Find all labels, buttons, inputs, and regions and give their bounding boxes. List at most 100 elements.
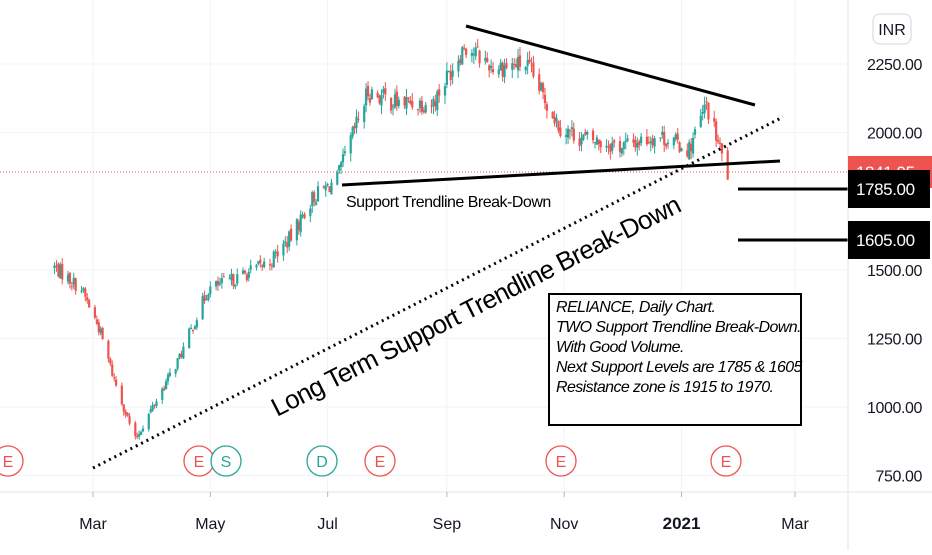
candle-body <box>526 60 529 66</box>
candle-body <box>205 299 208 301</box>
candle-body <box>72 277 75 285</box>
candle-body <box>288 231 291 247</box>
annotation-line: Resistance zone is 1915 to 1970. <box>556 379 774 396</box>
candle-body <box>447 70 450 72</box>
candle-body <box>286 242 289 248</box>
candle-body <box>488 65 491 71</box>
candle-body <box>234 285 237 287</box>
candle-body <box>284 241 287 244</box>
candle-body <box>178 354 181 359</box>
candle-body <box>674 134 677 140</box>
currency-badge[interactable]: INR <box>872 13 912 45</box>
candle-body <box>328 186 331 193</box>
candle-body <box>530 64 533 66</box>
event-marker-letter: D <box>316 454 328 471</box>
candle-body <box>624 140 627 143</box>
event-marker-letter: E <box>375 454 386 471</box>
candle-body <box>690 143 693 152</box>
event-marker-letter: E <box>721 454 732 471</box>
candle-body <box>114 379 118 386</box>
candle-body <box>651 138 654 146</box>
candle-body <box>164 381 168 390</box>
candle-body <box>295 219 298 241</box>
candle-body <box>541 83 545 93</box>
event-marker[interactable]: D <box>306 445 338 477</box>
candle-body <box>151 405 154 411</box>
candle-body <box>276 251 279 257</box>
candle-body <box>311 192 314 206</box>
event-marker[interactable]: E <box>183 445 215 477</box>
candle-body <box>597 139 600 145</box>
candle-body <box>459 58 462 63</box>
event-marker[interactable]: E <box>545 445 577 477</box>
candle-body <box>176 358 179 369</box>
support-trendline-label: Support Trendline Break-Down <box>346 194 551 211</box>
candle-body <box>297 221 300 231</box>
event-marker[interactable]: S <box>210 445 242 477</box>
candle-body <box>445 70 448 85</box>
candle-body <box>163 388 166 391</box>
candle-body <box>555 117 558 121</box>
candle-body <box>405 97 408 109</box>
candle-body <box>365 88 368 106</box>
candle-body <box>678 142 681 152</box>
candle-body <box>472 54 475 56</box>
candle-body <box>680 148 683 152</box>
candle-body <box>261 265 264 267</box>
candle-body <box>128 416 131 424</box>
candle-body <box>303 214 306 219</box>
candle-body <box>626 138 629 141</box>
event-marker-circle <box>710 445 742 477</box>
candle-body <box>718 142 722 144</box>
currency-label: INR <box>878 22 906 39</box>
candle-body <box>524 66 527 71</box>
candle-body <box>74 278 77 291</box>
candle-body <box>272 251 275 268</box>
candle-body <box>457 60 460 72</box>
candle-body <box>195 320 198 328</box>
candle-body <box>274 252 277 254</box>
event-marker-letter: E <box>194 454 205 471</box>
candle-body <box>703 104 706 113</box>
candle-body <box>486 57 489 63</box>
candle-body <box>391 106 395 108</box>
candle-body <box>605 145 608 148</box>
candle-body <box>355 116 358 128</box>
candle-body <box>84 288 87 297</box>
candle-body <box>609 144 612 152</box>
candle-body <box>222 276 225 278</box>
candle-body <box>449 71 452 80</box>
candle-body <box>245 274 248 281</box>
support-level-tag-bg <box>848 170 930 208</box>
candle-body <box>378 95 381 104</box>
candle-body <box>501 62 504 77</box>
candle-body <box>88 300 91 308</box>
support-level-tag-bg <box>848 221 930 259</box>
currency-badge-frame <box>872 13 912 45</box>
candle-body <box>55 265 58 267</box>
candle-body <box>688 142 691 160</box>
event-marker[interactable]: E <box>364 445 396 477</box>
candle-body <box>532 62 535 77</box>
candle-body <box>153 404 156 406</box>
x-tick-label: Sep <box>433 516 462 533</box>
candle-body <box>182 346 185 359</box>
y-tick-label: 2000.00 <box>867 126 923 143</box>
candle-body <box>126 413 129 416</box>
candle-body <box>390 97 393 111</box>
candle-body <box>618 141 622 152</box>
candle-body <box>693 129 697 135</box>
x-tick-label: Jul <box>317 516 337 533</box>
candle-body <box>505 62 508 68</box>
candle-body <box>209 286 212 295</box>
event-marker[interactable]: E <box>0 445 24 477</box>
candle-body <box>465 48 468 56</box>
event-marker[interactable]: E <box>710 445 742 477</box>
candle-body <box>649 141 652 144</box>
candle-body <box>411 101 414 108</box>
candle-body <box>476 46 479 48</box>
candle-body <box>138 434 141 437</box>
candle-body <box>330 182 333 195</box>
